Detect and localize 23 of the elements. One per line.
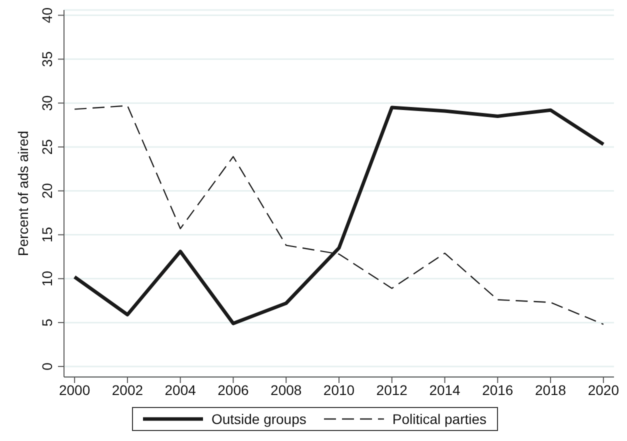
y-tick-label: 5 [39, 318, 55, 326]
x-tick-label: 2004 [164, 382, 196, 398]
x-tick-label: 2008 [270, 382, 302, 398]
y-tick-label: 25 [39, 138, 55, 155]
x-tick-label: 2010 [323, 382, 355, 398]
y-tick-label: 35 [39, 51, 55, 67]
legend-label: Political parties [391, 411, 487, 427]
x-tick-label: 2006 [218, 382, 250, 398]
x-tick-label: 2002 [112, 382, 144, 398]
y-tick-label: 40 [39, 7, 55, 24]
y-tick-label: 15 [39, 226, 55, 243]
x-tick-label: 2012 [376, 382, 408, 398]
y-tick-label: 10 [39, 270, 55, 286]
y-tick-label: 0 [39, 362, 55, 370]
legend-label: Outside groups [210, 411, 306, 427]
y-tick-label: 20 [39, 182, 55, 199]
y-axis-title: Percent of ads aired [14, 130, 31, 256]
x-tick-label: 2014 [429, 382, 461, 398]
x-tick-label: 2016 [482, 382, 514, 398]
y-tick-label: 30 [39, 95, 55, 111]
x-tick-label: 2000 [59, 382, 90, 398]
x-tick-label: 2020 [588, 382, 620, 398]
x-tick-label: 2018 [534, 382, 566, 398]
